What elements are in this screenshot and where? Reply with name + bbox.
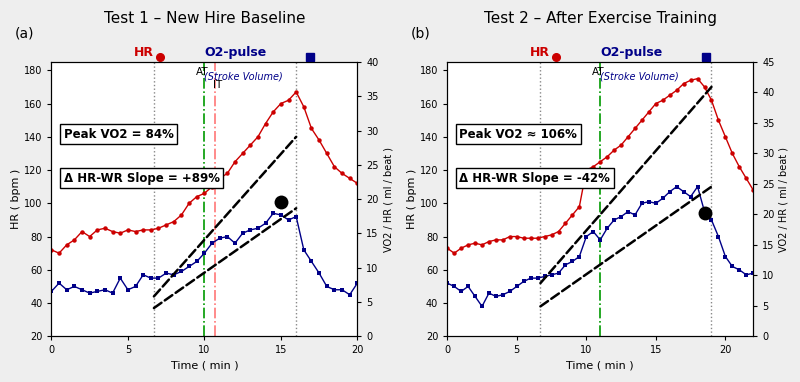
Y-axis label: HR ( bpm ): HR ( bpm ) [407, 169, 417, 229]
Text: (Stroke Volume): (Stroke Volume) [204, 71, 283, 81]
Text: O2-pulse: O2-pulse [600, 46, 662, 59]
Text: O2-pulse: O2-pulse [204, 46, 266, 59]
Y-axis label: VO2 / HR ( ml / beat ): VO2 / HR ( ml / beat ) [383, 147, 393, 252]
Text: AT: AT [592, 66, 605, 77]
X-axis label: Time ( min ): Time ( min ) [170, 361, 238, 371]
Text: AT: AT [196, 66, 209, 77]
Text: Δ HR-WR Slope = +89%: Δ HR-WR Slope = +89% [64, 172, 220, 185]
Text: (b): (b) [410, 26, 430, 40]
Text: Peak VO2 = 84%: Peak VO2 = 84% [64, 128, 174, 141]
Title: Test 2 – After Exercise Training: Test 2 – After Exercise Training [484, 11, 717, 26]
Y-axis label: VO2 / HR ( ml / beat ): VO2 / HR ( ml / beat ) [779, 147, 789, 252]
Text: (a): (a) [14, 26, 34, 40]
Text: HR: HR [530, 46, 550, 59]
Title: Test 1 – New Hire Baseline: Test 1 – New Hire Baseline [104, 11, 305, 26]
Y-axis label: HR ( bpm ): HR ( bpm ) [11, 169, 21, 229]
Text: Δ HR-WR Slope = -42%: Δ HR-WR Slope = -42% [459, 172, 610, 185]
Text: (Stroke Volume): (Stroke Volume) [600, 71, 679, 81]
X-axis label: Time ( min ): Time ( min ) [566, 361, 634, 371]
Text: IT: IT [213, 81, 222, 91]
Text: Peak VO2 ≈ 106%: Peak VO2 ≈ 106% [459, 128, 578, 141]
Text: HR: HR [134, 46, 154, 59]
